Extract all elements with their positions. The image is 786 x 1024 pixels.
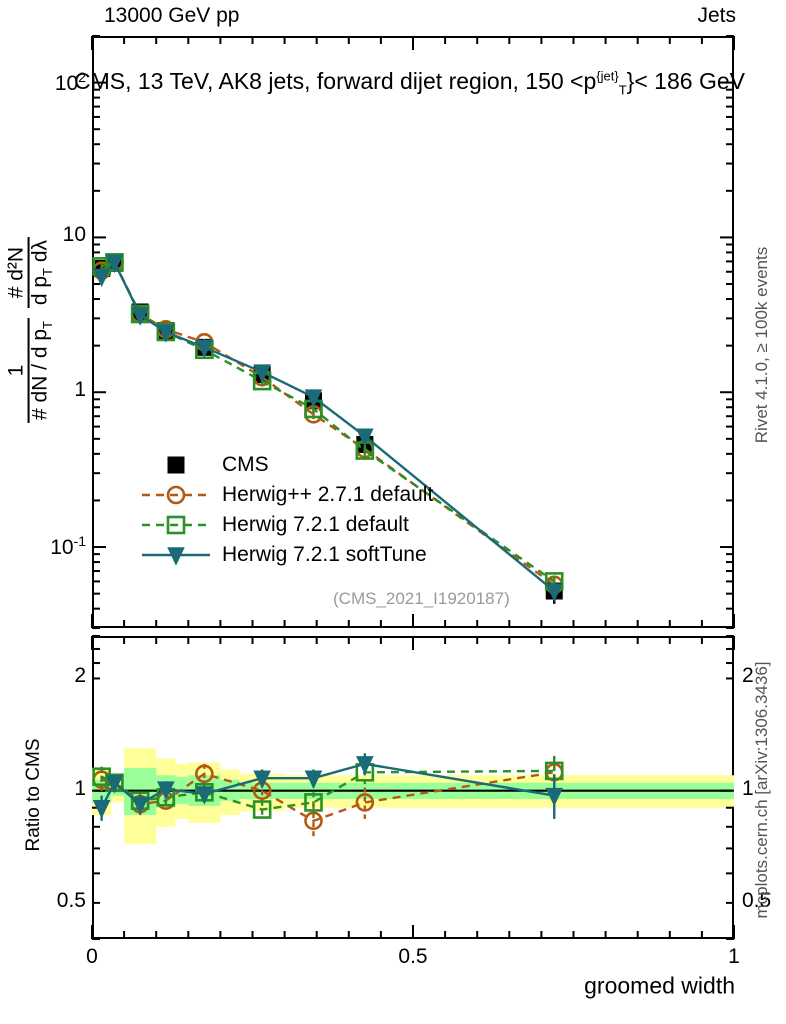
main-y-tick-label-2: 1 bbox=[74, 378, 86, 402]
legend-symbol-3 bbox=[167, 547, 185, 566]
legend-marker-2 bbox=[140, 510, 212, 540]
main-marker-3-3 bbox=[157, 324, 175, 343]
main-y-axis-label: 1 # dN / d pT # d²N d pT dλ bbox=[4, 236, 55, 424]
ratio-y-axis-label: Ratio to CMS bbox=[23, 738, 44, 852]
main-data-series bbox=[92, 253, 564, 604]
legend-symbol-2 bbox=[166, 515, 186, 535]
ylabel-den-a: # d²N bbox=[4, 246, 28, 299]
x-tick-label-0: 0 bbox=[86, 945, 98, 968]
plot-title: CMS, 13 TeV, AK8 jets, forward dijet reg… bbox=[74, 68, 745, 98]
ratio-marker-2-8 bbox=[545, 787, 564, 807]
legend-label-0: CMS bbox=[222, 453, 269, 476]
ratio-marker-0-7 bbox=[355, 793, 375, 812]
main-marker-3-5 bbox=[253, 364, 271, 383]
ratio-marker-2-0 bbox=[92, 800, 111, 819]
ratio-y-tick-label-l-2: 0.5 bbox=[56, 888, 86, 912]
ratio-uncertainty-bands bbox=[92, 748, 734, 844]
ratio-data-series bbox=[92, 753, 564, 840]
ratio-marker-2-1 bbox=[105, 775, 124, 794]
x-tick-label-2: 1 bbox=[728, 945, 740, 968]
ylabel-den-c: dλ bbox=[28, 239, 52, 263]
rivet-version-note: Rivet 4.1.0, ≥ 100k events bbox=[752, 246, 771, 444]
ylabel-num-b: # dN / d p bbox=[28, 328, 52, 421]
ratio-y-tick-label-r-1: 1 bbox=[742, 776, 754, 800]
main-marker-3-2 bbox=[131, 307, 149, 326]
main-y-tick-label-3: 10-1 bbox=[50, 533, 86, 560]
ratio-marker-1-6 bbox=[304, 793, 323, 812]
main-marker-3-1 bbox=[105, 254, 124, 274]
ratio-marker-2-3 bbox=[157, 781, 175, 800]
ratio-marker-0-4 bbox=[195, 764, 214, 784]
mcplots-reference-note: mcplots.cern.ch [arXiv:1306.3436] bbox=[752, 661, 771, 919]
ratio-y-tick-label-l-1: 1 bbox=[74, 776, 86, 800]
main-marker-3-7 bbox=[356, 428, 374, 447]
main-marker-3-8 bbox=[545, 583, 564, 602]
plot-title-sub: T bbox=[618, 82, 627, 98]
legend-symbol-0 bbox=[167, 456, 185, 474]
ratio-marker-2-4 bbox=[195, 786, 214, 805]
ratio-y-tick-label-l-0: 2 bbox=[74, 664, 86, 688]
legend-label-3: Herwig 7.2.1 softTune bbox=[222, 543, 427, 566]
legend-label-1: Herwig++ 2.7.1 default bbox=[222, 483, 434, 506]
ratio-marker-2-2 bbox=[131, 796, 149, 815]
header-left-label: 13000 GeV pp bbox=[104, 4, 240, 27]
legend-marker-3 bbox=[140, 540, 212, 570]
header-right-label: Jets bbox=[697, 4, 736, 27]
ratio-marker-2-5 bbox=[253, 770, 271, 789]
legend-marker-0 bbox=[140, 450, 212, 480]
analysis-id-watermark: (CMS_2021_I1920187) bbox=[333, 589, 510, 608]
main-marker-3-4 bbox=[195, 339, 214, 359]
plot-title-post: }< 186 GeV bbox=[626, 68, 745, 94]
main-y-tick-label-1: 10 bbox=[62, 223, 86, 247]
plot-title-pre: CMS, 13 TeV, AK8 jets, forward dijet reg… bbox=[74, 68, 597, 94]
ylabel-num-a: 1 bbox=[4, 364, 28, 377]
ratio-marker-1-5 bbox=[252, 800, 272, 819]
x-axis-ticks bbox=[91, 36, 735, 939]
ratio-marker-2-6 bbox=[304, 770, 323, 789]
legend-symbol-1 bbox=[166, 485, 186, 505]
ylabel-den-b: d p bbox=[28, 275, 52, 306]
x-tick-label-1: 0.5 bbox=[398, 945, 428, 968]
x-axis-label: groomed width bbox=[584, 972, 735, 999]
legend-marker-1 bbox=[140, 480, 212, 510]
ratio-marker-2-7 bbox=[356, 756, 374, 775]
main-y-tick-label-0: 102 bbox=[54, 68, 86, 95]
ratio-y-tick-label-r-0: 2 bbox=[742, 664, 754, 688]
legend-label-2: Herwig 7.2.1 default bbox=[222, 513, 409, 536]
main-marker-3-0 bbox=[92, 268, 111, 288]
ratio-y-tick-label-r-2: 0.5 bbox=[742, 888, 772, 912]
plot-title-sup: {jet} bbox=[596, 68, 619, 84]
main-marker-3-6 bbox=[304, 389, 323, 408]
